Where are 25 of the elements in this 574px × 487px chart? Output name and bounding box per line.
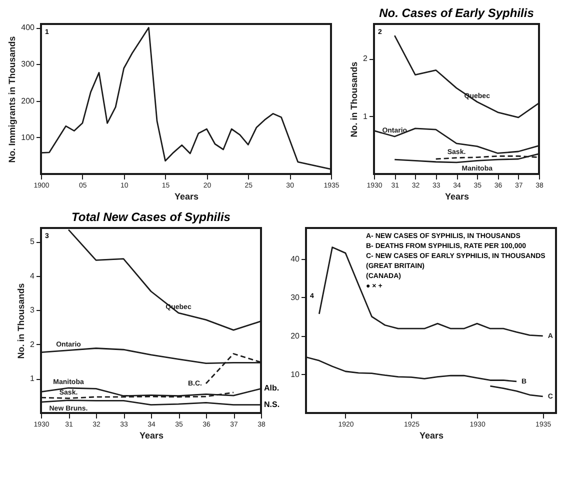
y-axis-title: No. in Thousands (16, 283, 26, 359)
y-tick-label: 400 (21, 23, 36, 32)
y-tick-label: 40 (290, 254, 300, 264)
y-tick-label: 200 (21, 96, 36, 106)
y-tick-label: 100 (21, 132, 36, 142)
y-tick-label: 1 (30, 374, 36, 384)
annotation: N.S. (264, 400, 280, 409)
y-tick-label: 5 (30, 237, 36, 246)
y-axis-title: No. in Thousands (349, 62, 360, 138)
y-tick-label: 10 (290, 370, 300, 379)
x-axis-title: Years (419, 430, 444, 440)
x-axis-title: Years (444, 192, 470, 202)
y-axis-title: No. Immigrants in Thousands (7, 36, 18, 163)
y-tick-label: 4 (30, 271, 36, 280)
x-axis-title: Years (139, 430, 164, 440)
x-axis-title: Years (174, 192, 199, 202)
y-tick-label: 3 (30, 306, 36, 315)
y-tick-label: 300 (21, 60, 36, 69)
y-tick-label: 2 (30, 340, 36, 349)
y-tick-label: 30 (290, 292, 300, 302)
annotation: Alb. (264, 384, 280, 393)
chart-title: No. Cases of Early Syphilis (379, 6, 534, 20)
y-tick-label: 20 (290, 331, 300, 340)
line-series (490, 385, 544, 398)
chart-title: Total New Cases of Syphilis (72, 210, 231, 224)
